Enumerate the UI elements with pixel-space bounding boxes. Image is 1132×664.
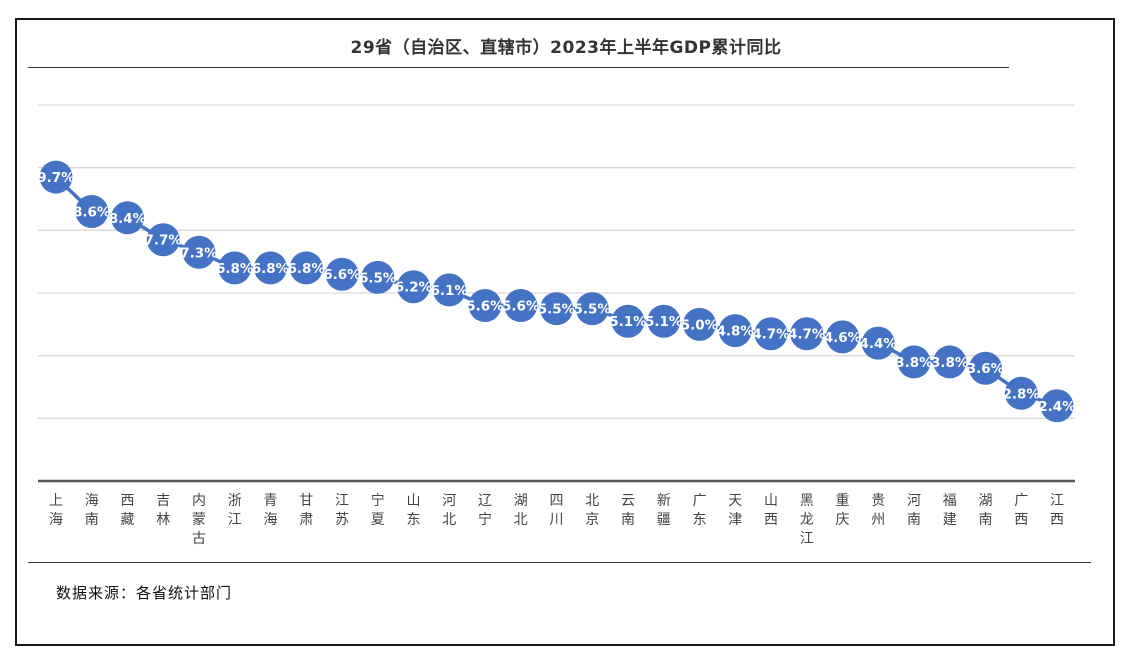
data-label: 5.1%: [609, 314, 647, 330]
footer-divider: [28, 562, 1091, 563]
data-point: [468, 289, 502, 323]
data-label: 5.1%: [645, 314, 683, 330]
data-point: [790, 317, 824, 351]
category-label: 重庆: [836, 493, 850, 528]
data-label: 5.5%: [538, 302, 576, 318]
category-label: 西藏: [121, 493, 135, 528]
data-label: 2.4%: [1038, 399, 1076, 415]
data-label: 5.5%: [574, 302, 612, 318]
data-label: 5.6%: [502, 299, 540, 315]
data-point: [289, 251, 323, 285]
category-label: 山西: [764, 493, 778, 528]
data-point: [1040, 389, 1074, 423]
data-points: 9.7%8.6%8.4%7.7%7.3%6.8%6.8%6.8%6.6%6.5%…: [37, 160, 1076, 423]
title-divider: [28, 67, 1009, 68]
data-point: [969, 351, 1002, 385]
data-point: [39, 160, 73, 194]
data-point: [540, 292, 573, 326]
category-label: 河北: [442, 493, 456, 528]
category-label: 上海: [49, 493, 63, 528]
data-point: [611, 304, 645, 338]
source-note: 数据来源：各省统计部门: [56, 584, 233, 602]
data-label: 4.6%: [824, 330, 862, 346]
category-label: 江西: [1050, 493, 1064, 528]
category-label: 浙江: [228, 493, 242, 528]
category-label: 内蒙古: [192, 493, 206, 547]
data-label: 6.2%: [395, 280, 433, 296]
data-label: 6.8%: [216, 261, 254, 277]
data-point: [325, 257, 359, 291]
data-point: [75, 195, 109, 229]
data-label: 8.6%: [73, 205, 111, 221]
data-label: 8.4%: [109, 211, 147, 227]
category-label: 江苏: [335, 493, 349, 528]
category-label: 天津: [728, 493, 742, 528]
data-point: [182, 235, 216, 269]
data-label: 4.7%: [788, 327, 826, 343]
data-label: 4.7%: [752, 327, 790, 343]
data-label: 3.8%: [931, 355, 969, 371]
category-label: 吉林: [156, 493, 170, 528]
data-point: [397, 270, 430, 304]
data-point: [933, 345, 967, 379]
category-label: 云南: [621, 493, 635, 528]
category-label: 河南: [907, 493, 921, 528]
data-point: [575, 292, 609, 326]
data-label: 6.8%: [288, 261, 326, 277]
data-label: 4.8%: [717, 324, 755, 340]
data-label: 2.8%: [1003, 386, 1041, 402]
category-label: 宁夏: [371, 492, 385, 528]
data-label: 5.6%: [466, 299, 504, 315]
data-point: [826, 320, 859, 354]
category-label: 海南: [85, 493, 99, 528]
category-label: 贵州: [871, 493, 885, 528]
data-point: [111, 201, 144, 235]
data-point: [218, 251, 252, 285]
data-point: [1004, 376, 1038, 410]
data-label: 6.5%: [359, 270, 397, 286]
data-point: [254, 251, 287, 285]
category-label: 山东: [407, 493, 421, 528]
data-label: 6.6%: [323, 267, 361, 283]
data-label: 7.3%: [180, 245, 218, 261]
data-point: [361, 260, 395, 294]
data-label: 6.8%: [252, 261, 290, 277]
category-label: 广西: [1014, 493, 1028, 528]
chart-title: 29省（自治区、直辖市）2023年上半年GDP累计同比: [350, 38, 782, 58]
data-label: 6.1%: [431, 283, 469, 299]
category-label: 湖南: [979, 493, 993, 528]
data-label: 9.7%: [37, 170, 75, 186]
data-point: [861, 326, 895, 360]
category-label: 新疆: [657, 493, 671, 528]
data-point: [504, 289, 538, 323]
data-point: [683, 307, 716, 341]
data-point: [432, 273, 466, 307]
category-label: 福建: [943, 493, 957, 528]
category-label: 黑龙江: [800, 493, 814, 547]
category-label: 辽宁: [478, 493, 492, 528]
chart-frame: [15, 18, 1115, 646]
data-point: [647, 304, 681, 338]
data-label: 3.8%: [895, 355, 933, 371]
category-label: 甘肃: [299, 493, 313, 528]
category-label: 四川: [550, 493, 564, 528]
category-label: 湖北: [514, 493, 528, 528]
data-point: [718, 314, 752, 348]
data-label: 7.7%: [145, 233, 183, 249]
category-label: 广东: [693, 493, 707, 528]
data-point: [146, 223, 180, 257]
data-label: 5.0%: [681, 317, 719, 333]
data-point: [897, 345, 931, 379]
category-label: 青海: [264, 493, 278, 528]
category-label: 北京: [585, 493, 599, 528]
data-label: 3.6%: [967, 361, 1005, 377]
data-label: 4.4%: [860, 336, 898, 352]
data-point: [754, 317, 788, 351]
